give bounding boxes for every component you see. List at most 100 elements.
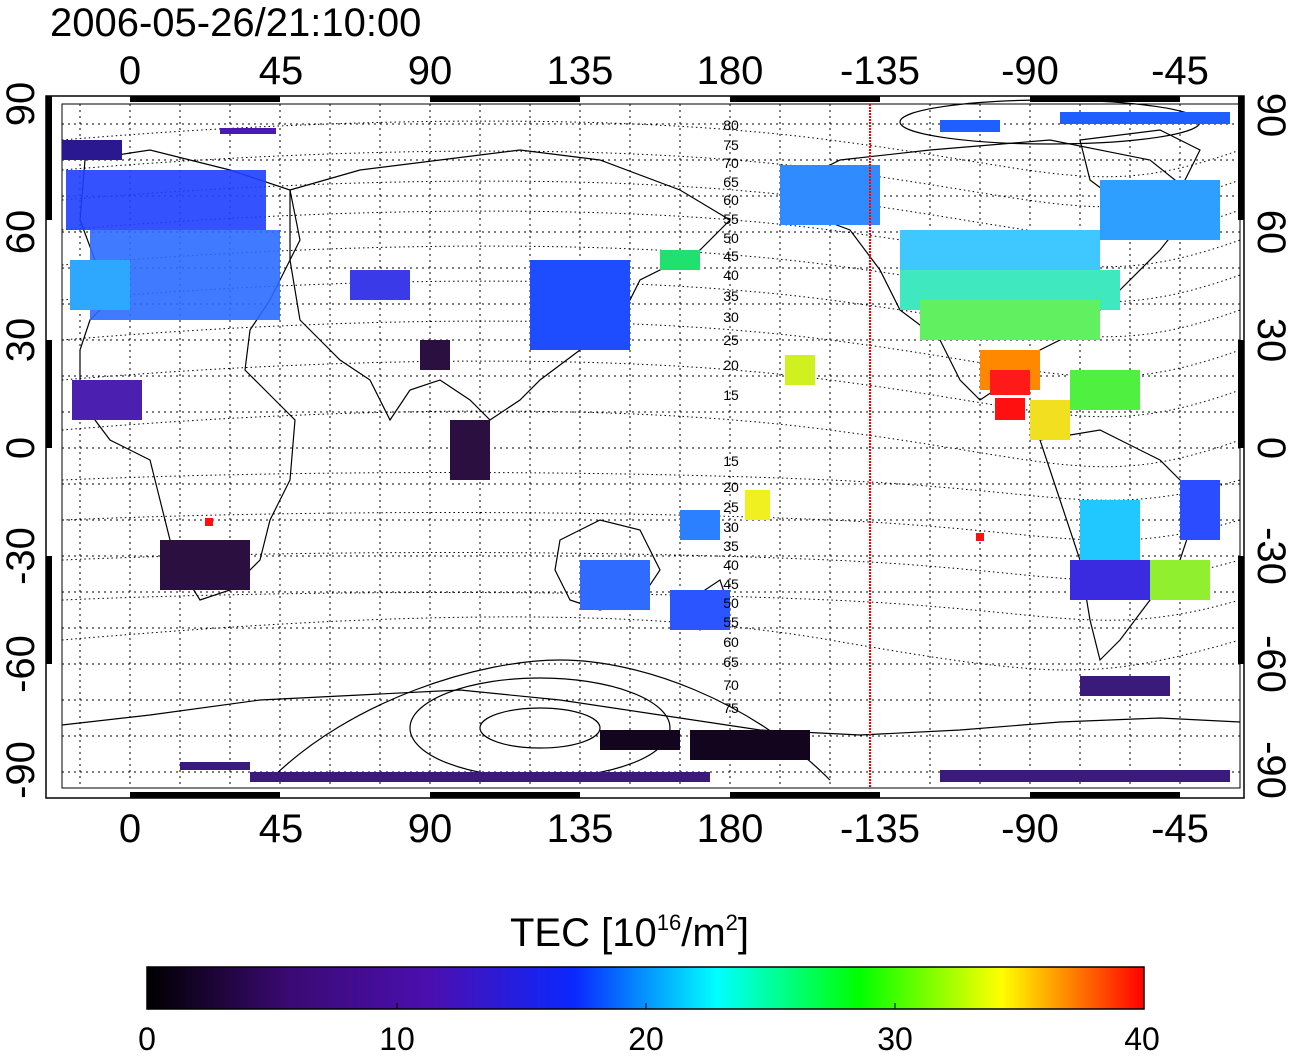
x-tick-top: 45	[259, 49, 304, 93]
x-tick-top: -45	[1151, 49, 1209, 93]
colorbar-title-main: TEC [10	[510, 911, 657, 955]
y-tick-right: 0	[1249, 437, 1292, 459]
coastline-south-america	[1039, 429, 1201, 662]
tec-data	[62, 112, 1230, 782]
x-axis-bottom-labels: 0 45 90 135 180 -135 -90 -45	[119, 807, 1209, 851]
axis-bar-right	[1238, 556, 1244, 664]
axis-bar-bottom	[730, 792, 880, 798]
contour-label: 20	[723, 357, 739, 373]
colorbar-tick-labels: 0 10 20 30 40	[138, 1021, 1160, 1057]
axis-bar-right	[1238, 96, 1244, 220]
tec-cell	[900, 230, 1100, 270]
tec-cell	[780, 165, 880, 225]
mag-contour	[61, 616, 1241, 671]
tec-cell	[976, 533, 984, 541]
contour-label: 30	[723, 309, 739, 325]
tec-cell	[1100, 180, 1220, 240]
contour-label: 70	[723, 155, 739, 171]
mag-contour	[61, 210, 1241, 268]
axis-bar-top	[130, 96, 280, 102]
tec-cell	[62, 140, 122, 160]
tec-cell	[530, 260, 630, 350]
y-tick-right: 30	[1249, 318, 1292, 363]
colorbar-tick-label: 30	[877, 1021, 913, 1057]
y-tick-left: -90	[0, 741, 43, 799]
contour-label: 75	[723, 137, 739, 153]
tec-cell	[1180, 480, 1220, 540]
axis-bar-left	[46, 96, 52, 220]
y-tick-left: 90	[0, 82, 43, 127]
x-tick-bottom: 135	[547, 807, 614, 851]
tec-cell	[450, 420, 490, 480]
x-tick-bottom: 90	[408, 807, 453, 851]
tec-cell	[1080, 676, 1170, 696]
contour-label: 40	[723, 267, 739, 283]
x-tick-bottom: 180	[697, 807, 764, 851]
axis-bar-right	[1238, 340, 1244, 448]
axis-bar-left	[46, 556, 52, 664]
contour-label: 35	[723, 288, 739, 304]
contour-label: 65	[723, 654, 739, 670]
mag-contour	[61, 360, 1241, 418]
axis-bar-top	[430, 96, 580, 102]
colorbar-title-mid: /m	[681, 911, 725, 955]
x-tick-top: 0	[119, 49, 141, 93]
contour-label: 70	[723, 677, 739, 693]
tec-cell	[350, 270, 410, 300]
x-tick-top: 180	[697, 49, 764, 93]
tec-cell	[70, 260, 130, 310]
y-tick-left: 0	[0, 437, 43, 459]
tec-cell	[785, 355, 815, 385]
x-tick-top: 135	[547, 49, 614, 93]
tec-cell	[220, 128, 276, 134]
tec-cell	[180, 762, 250, 770]
mag-contour	[61, 320, 1241, 378]
mag-contour	[61, 592, 1241, 621]
contour-label: 50	[723, 230, 739, 246]
contour-label: 45	[723, 248, 739, 264]
tec-cell	[160, 540, 250, 590]
mag-contour	[61, 180, 1241, 238]
tec-cell	[660, 250, 700, 270]
contour-label: 15	[723, 453, 739, 469]
axis-bar-top	[1030, 96, 1180, 102]
y-tick-left: 60	[0, 210, 43, 255]
axis-bar-top	[730, 96, 880, 102]
tec-cell	[680, 510, 720, 540]
tec-cell	[920, 300, 1100, 340]
tec-cell	[940, 770, 1230, 782]
coastline-antarctica	[61, 689, 1241, 736]
tec-cell	[745, 490, 770, 520]
contour-label: 65	[723, 174, 739, 190]
x-tick-bottom: -45	[1151, 807, 1209, 851]
contour-label: 30	[723, 519, 739, 535]
colorbar-title-sup1: 16	[657, 910, 681, 935]
tec-cell	[995, 398, 1025, 420]
x-tick-bottom: -90	[1001, 807, 1059, 851]
tec-cell	[990, 370, 1030, 395]
y-tick-right: 60	[1249, 210, 1292, 255]
y-tick-right: -90	[1249, 741, 1292, 799]
mag-contour	[61, 150, 1241, 208]
colorbar-title-sup2: 2	[726, 910, 738, 935]
tec-cell	[1060, 112, 1230, 124]
contour-label: 45	[723, 576, 739, 592]
tec-cell	[1080, 500, 1140, 560]
colorbar-tick-label: 10	[379, 1021, 415, 1057]
x-tick-top: 90	[408, 49, 453, 93]
y-tick-left: 30	[0, 318, 43, 363]
contour-label: 40	[723, 557, 739, 573]
x-axis-top-labels: 0 45 90 135 180 -135 -90 -45	[119, 49, 1209, 93]
tec-cell	[1070, 560, 1150, 600]
tec-cell	[600, 730, 680, 750]
axis-bar-bottom	[1030, 792, 1180, 798]
tec-cell	[1150, 560, 1210, 600]
contour-label: 15	[723, 387, 739, 403]
timestamp-title: 2006-05-26/21:10:00	[50, 1, 421, 45]
y-tick-left: -30	[0, 527, 43, 585]
tec-cell	[670, 590, 730, 630]
coastline-asia	[289, 149, 731, 422]
x-tick-bottom: -135	[840, 807, 920, 851]
colorbar-ticks	[396, 1003, 896, 1009]
y-axis-left-labels: 90 60 30 0 -30 -60 -90	[0, 82, 43, 799]
